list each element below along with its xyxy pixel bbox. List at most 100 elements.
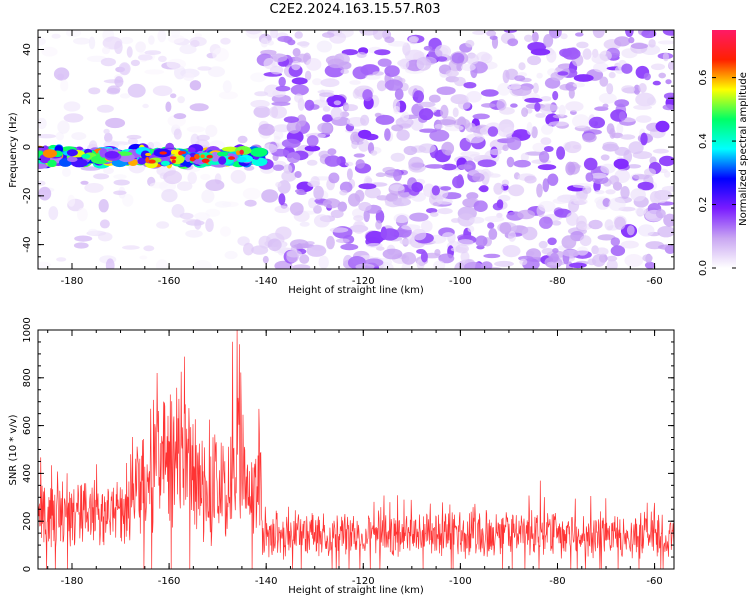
- heatmap-cell: [48, 206, 59, 221]
- heatmap-cell: [114, 76, 124, 88]
- heatmap-cell: [330, 209, 344, 219]
- heatmap-cell: [572, 82, 586, 88]
- heatmap-cell: [287, 39, 296, 46]
- colorbar-ticks: 0.0 0.2 0.4 0.6: [698, 70, 736, 276]
- heatmap-cell: [401, 252, 417, 265]
- heatmap-cell: [534, 102, 541, 112]
- heatmap-cell: [391, 124, 404, 132]
- heatmap-cell: [464, 261, 484, 269]
- heatmap-cell: [608, 197, 626, 212]
- heatmap-cell: [380, 228, 400, 241]
- heatmap-cell: [294, 171, 302, 178]
- heatmap-cell: [193, 260, 212, 269]
- heatmap-cell: [595, 247, 609, 256]
- heatmap-cell: [576, 215, 587, 229]
- heatmap-cell: [329, 227, 349, 233]
- heatmap-cell: [235, 150, 241, 156]
- heatmap-cell: [597, 234, 616, 241]
- heatmap-cell: [614, 36, 631, 47]
- heatmap-cell: [513, 159, 531, 168]
- heatmap-cell: [469, 216, 485, 224]
- heatmap-cell: [212, 47, 229, 62]
- colorbar-gradient: [712, 30, 736, 268]
- heatmap-cell: [496, 199, 504, 209]
- x-tick-label: -140: [255, 276, 278, 287]
- heatmap-cell: [496, 123, 515, 138]
- heatmap-cell: [552, 90, 559, 101]
- heatmap-cell: [242, 187, 261, 200]
- heatmap-cell: [663, 213, 674, 227]
- heatmap-cell: [144, 69, 165, 75]
- heatmap-cell: [185, 154, 192, 162]
- heatmap-cell: [354, 189, 365, 202]
- heatmap-cell: [455, 244, 469, 254]
- x-tick-label: -140: [255, 576, 278, 587]
- snr-x-axis-label: Height of straight line (km): [288, 585, 424, 596]
- heatmap-cell: [532, 82, 539, 94]
- heatmap-cell: [286, 120, 302, 134]
- snr-y-axis-label: SNR (10 * v/v): [8, 414, 19, 485]
- heatmap-cell: [275, 181, 282, 188]
- heatmap-cell: [222, 80, 232, 93]
- heatmap-cell: [613, 158, 629, 169]
- heatmap-cell: [291, 77, 308, 85]
- heatmap-cell: [540, 104, 559, 112]
- heatmap-cell: [585, 172, 594, 182]
- heatmap-cell: [538, 151, 550, 163]
- heatmap-cell: [466, 192, 479, 200]
- heatmap-cell: [304, 70, 312, 81]
- heatmap-cell: [527, 55, 542, 66]
- heatmap-cell: [170, 30, 181, 39]
- heatmap-cell: [382, 248, 403, 260]
- heatmap-cell: [137, 54, 153, 61]
- heatmap-cell: [384, 65, 400, 77]
- heatmap-cell: [148, 159, 156, 164]
- heatmap-cell: [167, 34, 185, 44]
- heatmap-cell: [401, 111, 410, 121]
- heatmap-cell: [289, 202, 304, 216]
- heatmap-cell: [349, 80, 361, 85]
- heatmap-cell: [355, 159, 365, 169]
- heatmap-cell: [351, 141, 358, 149]
- heatmap-cell: [118, 62, 131, 76]
- x-tick-label: -180: [61, 576, 84, 587]
- heatmap-cell: [286, 249, 302, 258]
- heatmap-cell: [434, 249, 441, 256]
- heatmap-cell: [558, 104, 566, 117]
- heatmap-cell: [621, 63, 633, 74]
- heatmap-cell: [155, 259, 169, 269]
- heatmap-cell: [97, 232, 113, 242]
- heatmap-cell: [258, 123, 275, 136]
- heatmap-cell: [321, 114, 333, 123]
- heatmap-cell: [330, 107, 343, 120]
- heatmap-cell: [524, 34, 533, 42]
- heatmap-cell: [454, 76, 466, 87]
- y-tick-label: 600: [22, 416, 33, 435]
- heatmap-cell: [80, 180, 89, 185]
- heatmap-cell: [55, 131, 64, 141]
- chart-title: C2E2.2024.163.15.57.R03: [269, 2, 441, 17]
- heatmap-cell: [119, 36, 134, 45]
- heatmap-cell: [194, 153, 200, 160]
- heatmap-cell: [499, 222, 512, 235]
- heatmap-cell: [322, 106, 331, 112]
- heatmap-cell: [526, 250, 535, 256]
- heatmap-cell: [587, 258, 597, 266]
- heatmap-cell: [166, 58, 187, 70]
- heatmap-cell: [306, 159, 318, 166]
- heatmap-cell: [177, 181, 193, 191]
- heatmap-cell: [189, 80, 202, 91]
- heatmap-cell: [267, 238, 282, 252]
- heatmap-cell: [621, 85, 636, 94]
- heatmap-cell: [197, 152, 214, 161]
- heatmap-cell: [465, 133, 485, 144]
- heatmap-cell: [652, 80, 661, 86]
- heatmap-cell: [610, 237, 620, 247]
- heatmap-cell: [335, 238, 350, 244]
- heatmap-cell: [278, 193, 286, 206]
- heatmap-cell: [469, 153, 481, 159]
- y-tick-label: 1000: [22, 317, 33, 342]
- heatmap-cell: [304, 99, 315, 111]
- heatmap-cell: [291, 60, 301, 71]
- heatmap-cell: [487, 126, 499, 137]
